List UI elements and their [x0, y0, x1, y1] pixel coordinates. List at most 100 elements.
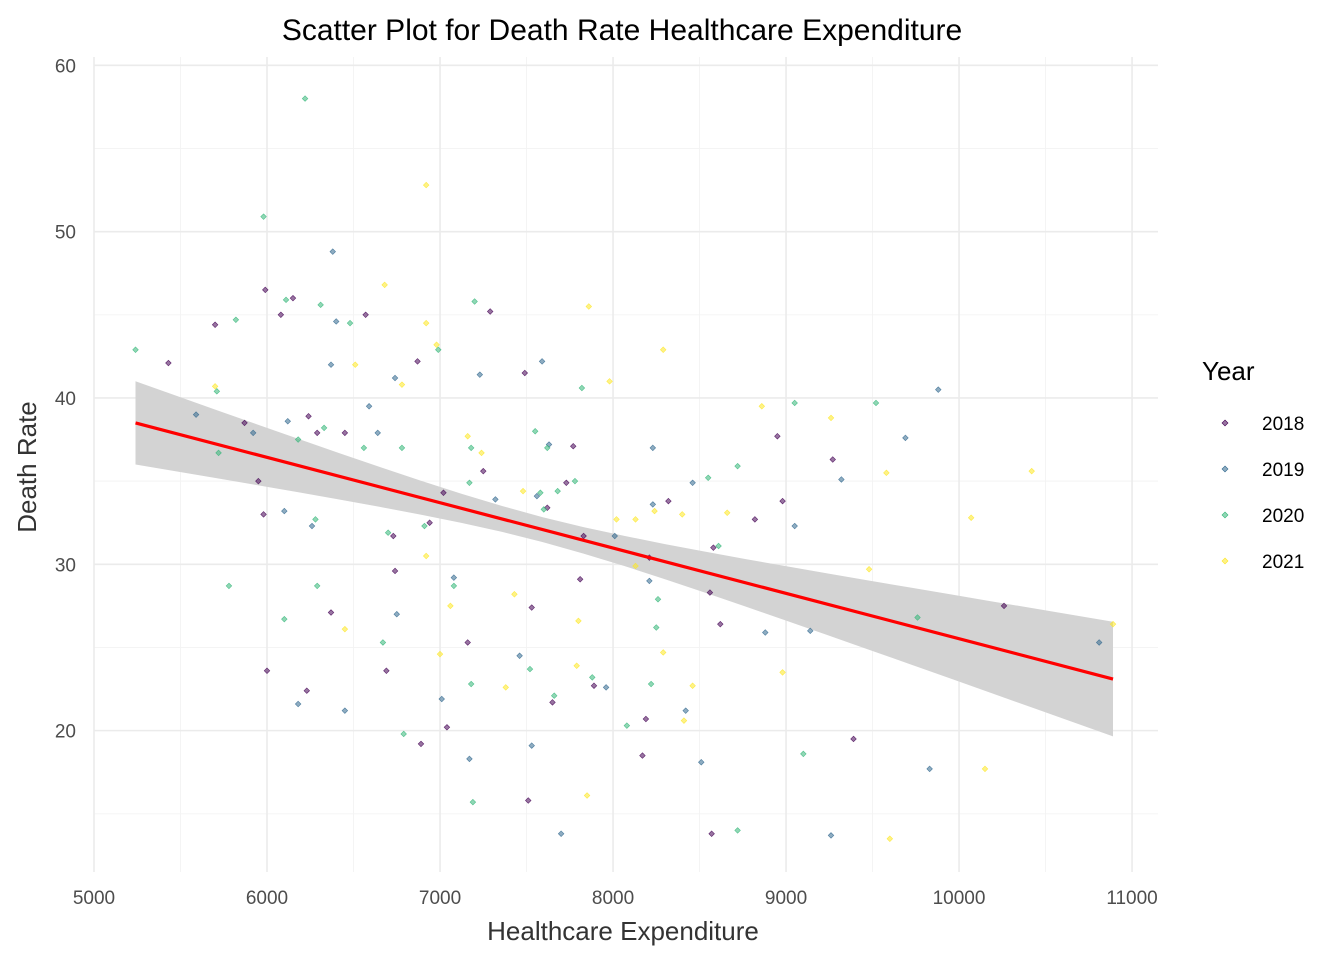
data-point-2021: [422, 181, 430, 189]
data-point-2018: [710, 544, 717, 551]
data-point-2021: [679, 511, 686, 518]
data-point-2019: [602, 684, 610, 691]
data-point-2018: [642, 715, 650, 723]
data-point-2019: [557, 830, 565, 837]
data-point-2018: [417, 740, 425, 748]
data-point-2020: [544, 444, 551, 452]
data-point-2020: [578, 384, 586, 392]
data-point-2018: [255, 477, 262, 485]
legend: Year 2018 2019 2020 2021: [1202, 356, 1304, 573]
data-point-2018: [717, 620, 724, 628]
data-point-2020: [550, 692, 558, 699]
data-point-2021: [883, 469, 890, 477]
data-point-2018: [829, 456, 836, 463]
data-point-2018: [774, 433, 781, 440]
data-point-2020: [260, 213, 267, 220]
legend-label-2020: 2020: [1262, 506, 1304, 527]
data-point-2019: [365, 403, 373, 410]
data-point-2018: [211, 321, 219, 329]
data-point-2021: [352, 361, 359, 368]
data-point-2019: [646, 577, 653, 585]
chart-title: Scatter Plot for Death Rate Healthcare E…: [282, 14, 962, 47]
data-point-2019: [492, 496, 499, 503]
data-point-2019: [284, 418, 291, 425]
data-point-2021: [967, 514, 975, 521]
data-point-2020: [294, 436, 302, 443]
data-point-2018: [706, 589, 714, 596]
data-point-2018: [443, 724, 451, 731]
data-point-2019: [611, 532, 618, 540]
data-point-2019: [192, 411, 200, 418]
data-point-2019: [308, 522, 316, 530]
data-point-2020: [312, 516, 319, 523]
data-point-2019: [294, 700, 302, 708]
data-point-2020: [469, 798, 477, 806]
data-point-2019: [341, 707, 349, 714]
data-point-2021: [651, 507, 658, 515]
x-axis-ticks: 5000 6000 7000 8000 9000 10000 11000: [73, 888, 1158, 909]
y-tick-label: 20: [55, 722, 76, 743]
data-point-2019: [528, 742, 535, 749]
data-point-2020: [623, 722, 631, 729]
data-point-2018: [850, 735, 857, 743]
data-point-2018: [486, 308, 494, 315]
data-point-2018: [779, 497, 786, 505]
data-point-2020: [734, 827, 741, 834]
data-point-2021: [827, 414, 835, 422]
data-point-2020: [654, 596, 662, 603]
trend-line: [135, 421, 1114, 681]
data-point-2020: [301, 95, 309, 102]
data-point-2021: [433, 341, 440, 348]
data-point-2018: [414, 358, 421, 365]
data-point-2018: [563, 479, 570, 487]
data-point-2020: [313, 582, 321, 590]
data-point-2020: [734, 462, 741, 470]
data-point-2018: [549, 699, 556, 706]
data-point-2019: [649, 444, 657, 452]
data-point-2020: [571, 477, 579, 485]
x-axis-title: Healthcare Expenditure: [487, 916, 759, 946]
data-point-2020: [554, 487, 561, 495]
data-point-2020: [800, 750, 807, 758]
data-point-2019: [762, 629, 769, 636]
data-point-2021: [659, 346, 667, 353]
data-point-2021: [585, 303, 593, 310]
data-point-2021: [211, 383, 219, 390]
data-point-2021: [680, 717, 688, 724]
data-point-2020: [526, 665, 534, 673]
data-point-2019: [327, 361, 335, 368]
legend-key-2019: [1221, 465, 1229, 473]
data-point-2019: [838, 476, 845, 483]
data-point-2018: [708, 830, 715, 837]
data-point-2018: [327, 609, 335, 616]
x-tick-label: 9000: [765, 888, 807, 909]
data-point-2020: [450, 582, 458, 590]
data-points: [132, 95, 1117, 842]
data-point-2020: [467, 680, 475, 688]
data-point-2020: [320, 424, 328, 432]
y-axis-title: Death Rate: [12, 401, 42, 533]
data-point-2018: [341, 429, 349, 437]
legend-title: Year: [1202, 356, 1255, 386]
data-point-2020: [398, 444, 406, 452]
data-point-2020: [379, 639, 387, 646]
data-point-2021: [422, 552, 430, 560]
data-point-2018: [528, 604, 535, 611]
data-point-2019: [466, 755, 473, 763]
data-point-2018: [639, 752, 646, 759]
y-tick-label: 40: [55, 389, 76, 410]
confidence-band: [135, 381, 1113, 737]
legend-key-2018: [1221, 419, 1229, 427]
data-point-2018: [383, 667, 390, 674]
data-point-2020: [346, 319, 354, 327]
data-point-2018: [260, 511, 267, 518]
data-point-2020: [421, 522, 428, 530]
data-point-2020: [232, 316, 240, 324]
data-point-2020: [872, 399, 880, 407]
data-point-2019: [332, 318, 340, 325]
data-point-2019: [698, 759, 705, 766]
legend-label-2019: 2019: [1262, 460, 1304, 481]
y-axis-ticks: 20 30 40 50 60: [55, 56, 76, 742]
data-point-2019: [649, 501, 657, 508]
data-point-2018: [521, 369, 529, 377]
